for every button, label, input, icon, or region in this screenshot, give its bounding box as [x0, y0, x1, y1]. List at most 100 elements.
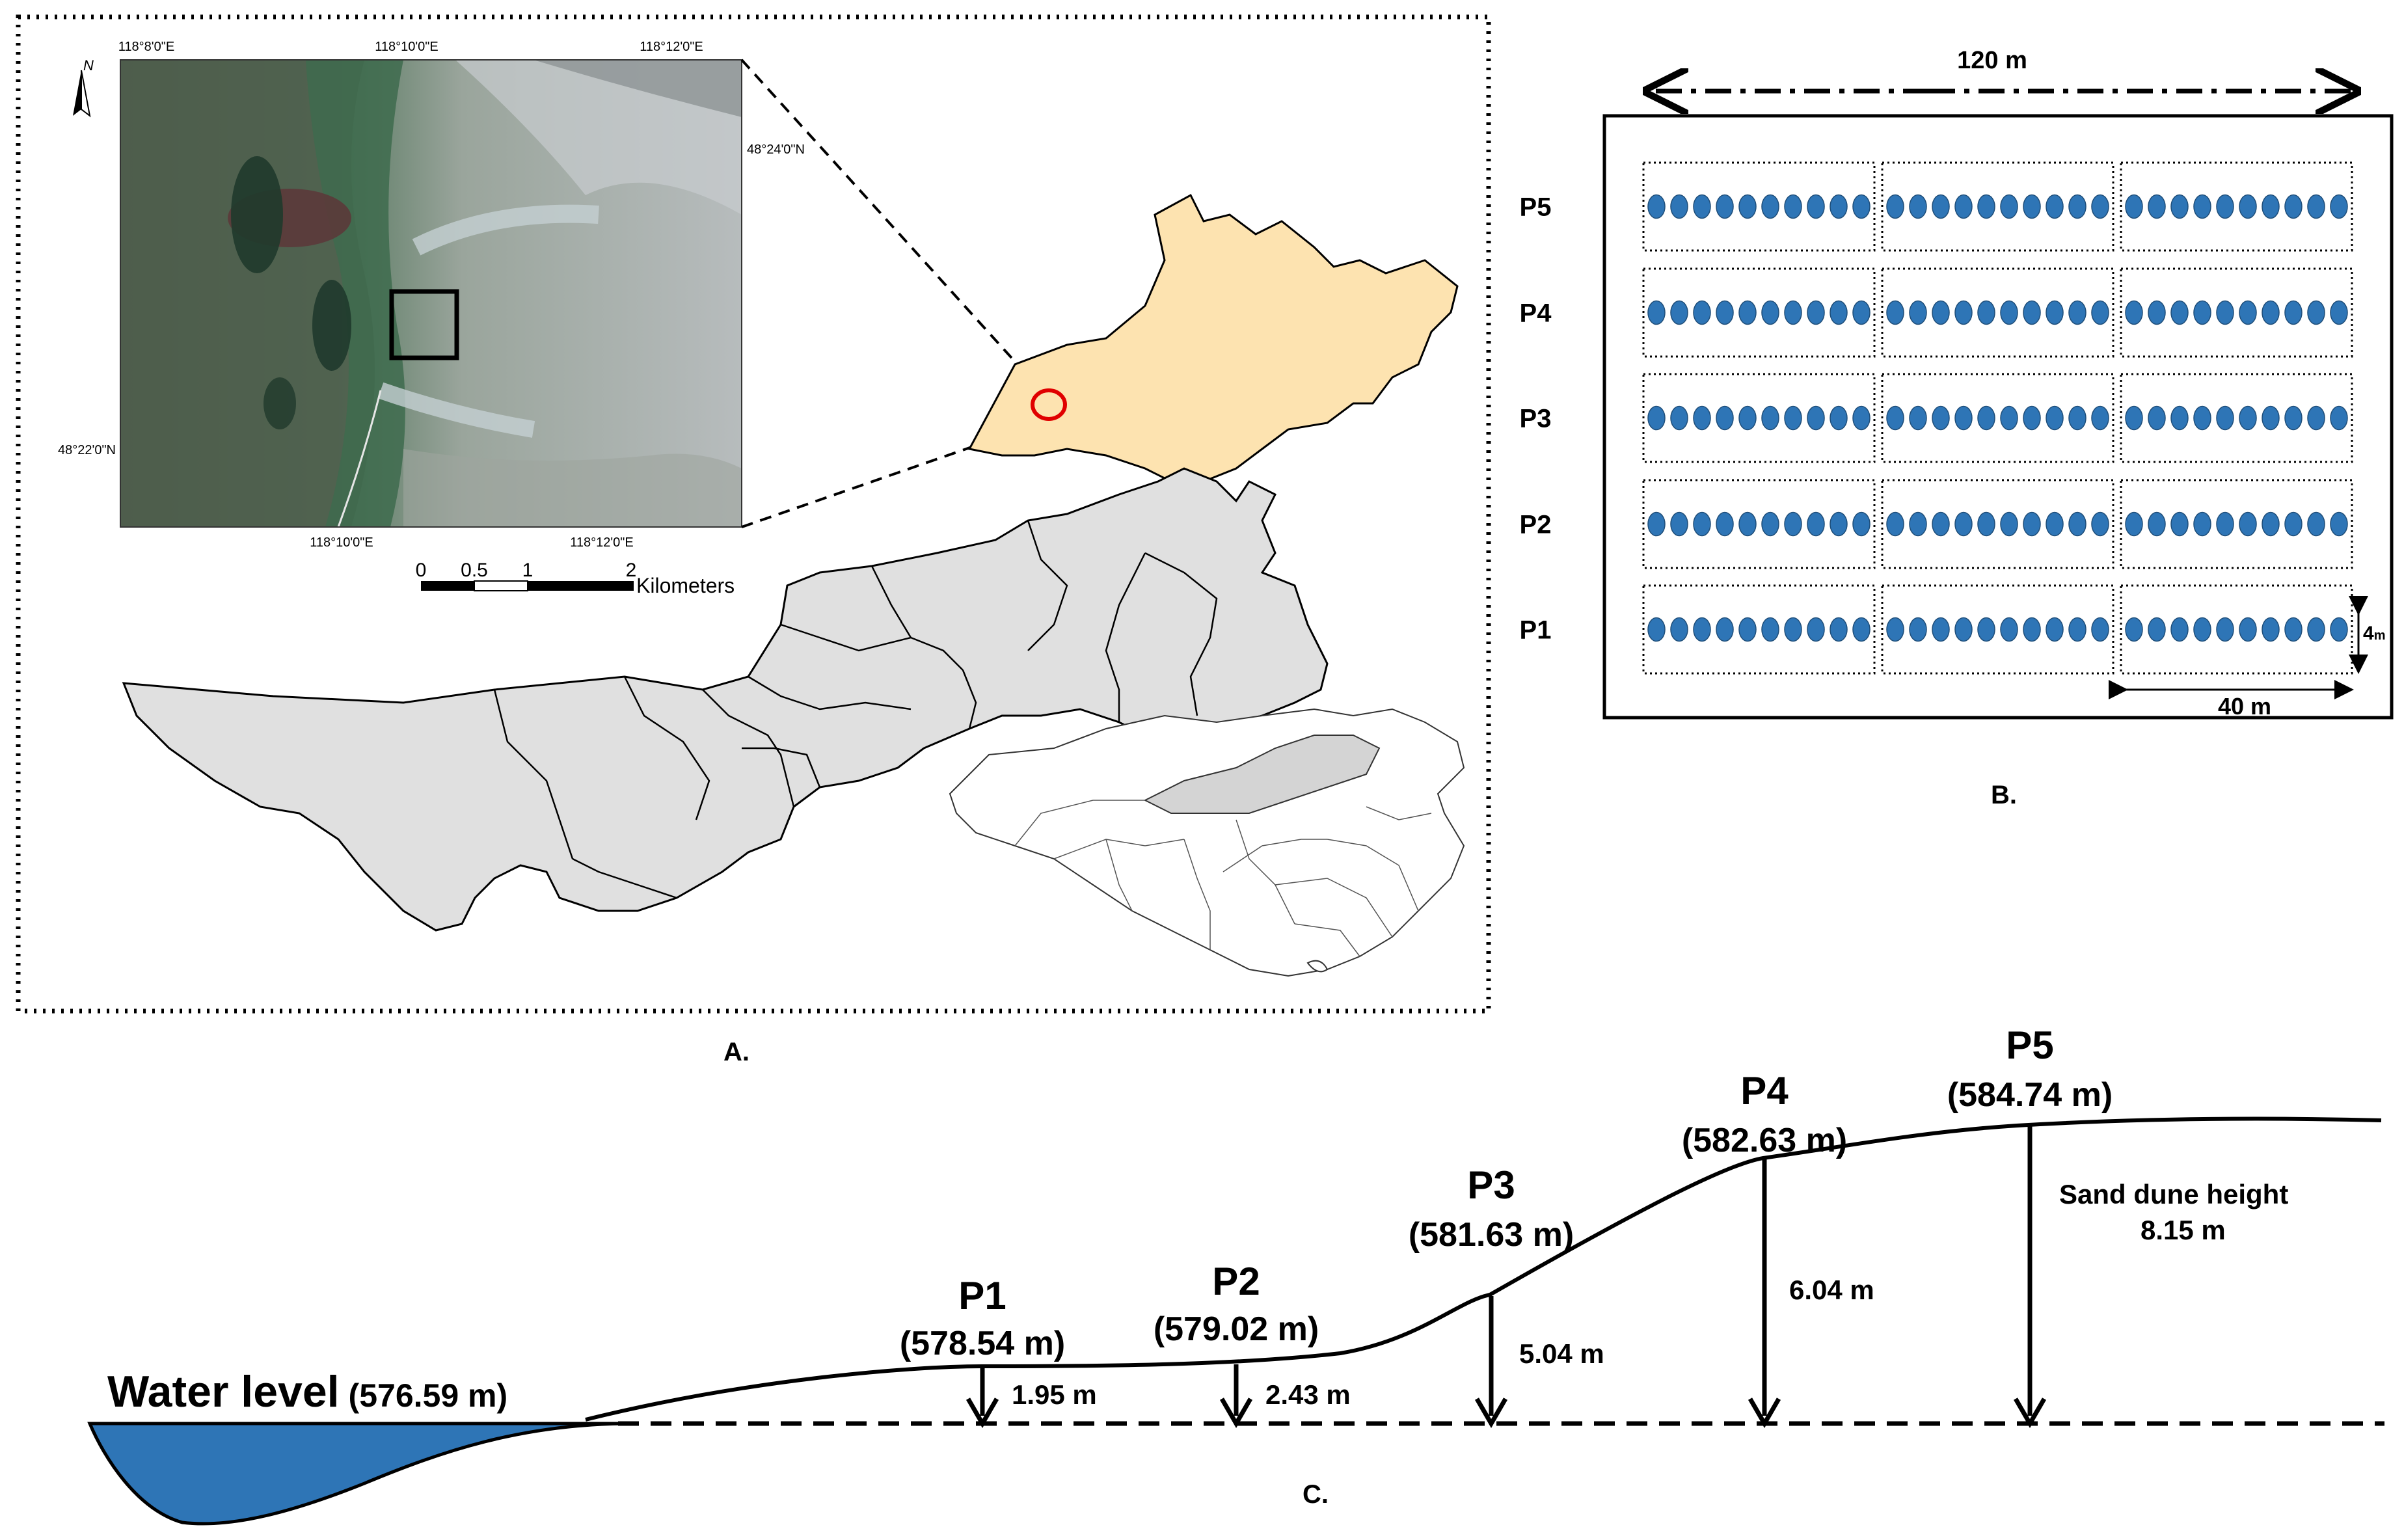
- plot-box: [2120, 267, 2353, 358]
- plant-dot: [2148, 405, 2166, 431]
- plant-dot: [2148, 617, 2166, 642]
- point-depth-p2: 2.43 m: [1265, 1379, 1351, 1410]
- north-label: N: [83, 57, 94, 74]
- plot-width-label: 4m: [2363, 623, 2385, 644]
- point-name-p5: P5: [2006, 1023, 2053, 1067]
- point-name-p1: P1: [958, 1274, 1006, 1317]
- plant-dot: [1932, 617, 1950, 642]
- water-level-label: Water level (576.59 m): [107, 1367, 507, 1416]
- plant-dot: [1784, 617, 1802, 642]
- plant-dot: [2046, 511, 2064, 537]
- plant-dot: [1761, 194, 1779, 219]
- plant-dot: [2284, 511, 2303, 537]
- plant-dot: [2023, 617, 2041, 642]
- plant-dot: [2307, 511, 2325, 537]
- plant-dot: [2000, 617, 2018, 642]
- plant-dot: [2216, 617, 2234, 642]
- plant-dot: [1807, 511, 1825, 537]
- plant-dot: [2193, 194, 2211, 219]
- hulunbuir-region: [967, 193, 1459, 483]
- plot-box: [1642, 267, 1876, 358]
- plant-dot: [1977, 194, 1995, 219]
- plant-dot: [2148, 300, 2166, 325]
- depth-arrowhead-p4: [1748, 1398, 1781, 1428]
- scale-unit: Kilometers: [636, 574, 735, 597]
- row-label-p4: P4: [1520, 299, 1552, 328]
- point-depth-p3: 5.04 m: [1519, 1338, 1604, 1369]
- plant-dot: [1738, 300, 1757, 325]
- point-name-p3: P3: [1467, 1163, 1515, 1207]
- plant-dot: [1693, 300, 1711, 325]
- width-label: 120 m: [1957, 47, 2027, 74]
- plant-dot: [1977, 511, 1995, 537]
- plant-dot: [1807, 405, 1825, 431]
- depth-arrowhead-p3: [1474, 1398, 1508, 1428]
- study-area-box: [389, 289, 459, 360]
- plant-dot: [1932, 511, 1950, 537]
- plant-dot: [1807, 617, 1825, 642]
- plant-dot: [2330, 194, 2348, 219]
- plant-dot: [1647, 300, 1666, 325]
- plot-box: [1881, 373, 2114, 463]
- plant-dot: [2068, 617, 2087, 642]
- plant-dot: [2170, 194, 2189, 219]
- plant-dot: [1670, 300, 1688, 325]
- plant-dot: [1977, 405, 1995, 431]
- plant-dot: [2307, 617, 2325, 642]
- plant-dot: [1761, 617, 1779, 642]
- plant-dot: [2330, 511, 2348, 537]
- plant-dot: [1784, 300, 1802, 325]
- plant-dot: [1954, 300, 1973, 325]
- plant-dot: [1954, 405, 1973, 431]
- plant-dot: [2193, 405, 2211, 431]
- plant-dot: [2307, 194, 2325, 219]
- plot-box: [2120, 479, 2353, 569]
- point-name-p4: P4: [1740, 1069, 1789, 1113]
- plant-dot: [2216, 300, 2234, 325]
- plant-dot: [1761, 511, 1779, 537]
- north-arrow-icon: [73, 70, 91, 118]
- plant-dot: [2307, 300, 2325, 325]
- plant-dot: [1852, 194, 1871, 219]
- panel-a-frame: [16, 14, 1491, 1014]
- point-name-p2: P2: [1212, 1260, 1260, 1303]
- plot-box: [2120, 584, 2353, 675]
- plant-dot: [2046, 194, 2064, 219]
- plant-dot: [1886, 617, 1904, 642]
- plant-dot: [2068, 300, 2087, 325]
- plant-dot: [2000, 405, 2018, 431]
- plot-length-label: 40 m: [2218, 693, 2271, 720]
- plant-dot: [1909, 300, 1927, 325]
- plant-dot: [1977, 300, 1995, 325]
- plant-dot: [2262, 300, 2280, 325]
- plant-dot: [1670, 194, 1688, 219]
- plant-dot: [1886, 300, 1904, 325]
- dune-height-value: 8.15 m: [2141, 1215, 2226, 1245]
- plant-dot: [2262, 511, 2280, 537]
- scale-tick-1: 1: [522, 560, 533, 581]
- plant-dot: [2023, 511, 2041, 537]
- plant-dot: [1693, 405, 1711, 431]
- plant-dot: [2262, 405, 2280, 431]
- lat-left: 48°22'0"N: [58, 443, 116, 457]
- plant-dot: [1852, 511, 1871, 537]
- plant-dot: [1909, 405, 1927, 431]
- plant-dot: [1830, 405, 1848, 431]
- lon-top-3: 118°12'0"E: [640, 40, 703, 54]
- plant-dot: [1761, 405, 1779, 431]
- plot-box: [1881, 161, 2114, 252]
- plant-dot: [1807, 300, 1825, 325]
- plant-dot: [2046, 617, 2064, 642]
- plant-dot: [2216, 511, 2234, 537]
- plant-dot: [1693, 617, 1711, 642]
- plot-box: [1642, 584, 1876, 675]
- plant-dot: [2125, 617, 2143, 642]
- scale-tick-05: 0.5: [461, 560, 488, 581]
- plant-dot: [2091, 194, 2109, 219]
- lon-top-2: 118°10'0"E: [375, 40, 439, 54]
- plant-dot: [2284, 405, 2303, 431]
- plant-dot: [2023, 300, 2041, 325]
- plant-dot: [1932, 405, 1950, 431]
- plant-dot: [2330, 405, 2348, 431]
